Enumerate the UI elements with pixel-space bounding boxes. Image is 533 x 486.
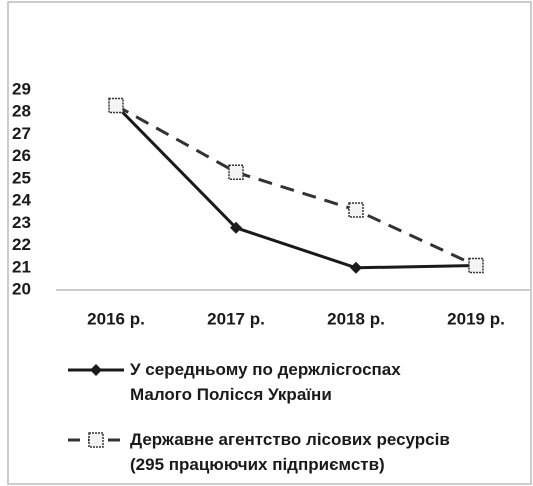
frame (7, 1, 532, 485)
data-point (348, 202, 364, 218)
x-tick-label: 2016 р. (87, 309, 145, 328)
legend-marker (90, 364, 102, 376)
x-tick-label: 2018 р. (327, 309, 385, 328)
x-tick-label: 2017 р. (207, 309, 265, 328)
y-tick-label: 26 (12, 146, 31, 165)
legend-marker (88, 432, 104, 448)
series-line (114, 104, 477, 270)
y-tick-label: 29 (12, 79, 31, 98)
series-line (115, 104, 477, 267)
data-point (108, 97, 124, 114)
y-tick-label: 23 (12, 213, 31, 232)
y-tick-label: 20 (12, 279, 31, 298)
data-point (468, 257, 484, 274)
x-tick-label: 2019 р. (447, 309, 505, 328)
legend-label: Державне агентство лісових ресурсів (295… (130, 430, 450, 474)
y-tick-label: 22 (12, 235, 31, 254)
legend-label: У середньому по держлісгоспах Малого Пол… (130, 360, 401, 404)
y-tick-label: 27 (12, 124, 31, 143)
data-point (228, 164, 244, 180)
y-tick-label: 25 (12, 168, 31, 187)
y-tick-label: 21 (12, 257, 31, 276)
y-tick-label: 28 (12, 102, 31, 121)
data-point (230, 221, 242, 234)
y-tick-label: 24 (12, 191, 31, 210)
data-point (350, 261, 362, 274)
